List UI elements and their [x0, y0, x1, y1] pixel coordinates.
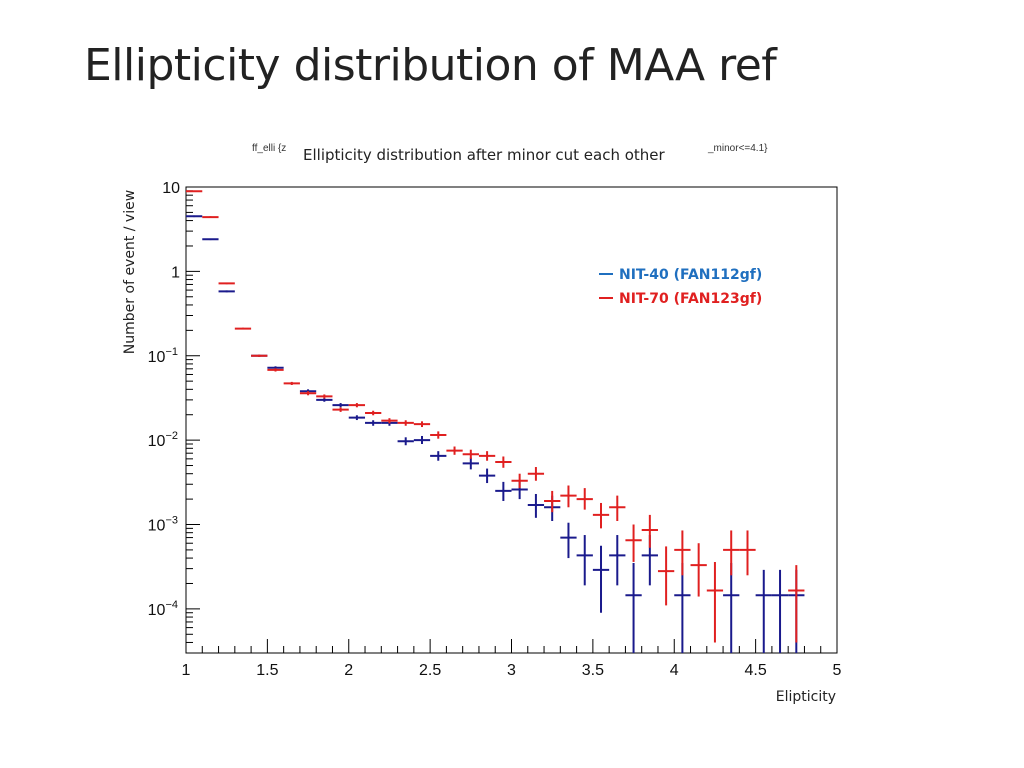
data-point: [527, 467, 545, 481]
data-point: [316, 394, 333, 399]
x-tick-label: 3.5: [582, 662, 604, 679]
data-point: [527, 493, 545, 518]
y-tick-label: 10−3: [148, 515, 178, 535]
data-point: [657, 546, 675, 606]
data-point: [788, 565, 805, 643]
data-point: [332, 407, 349, 412]
data-point: [202, 238, 219, 241]
data-point: [755, 569, 772, 653]
data-point: [771, 569, 789, 653]
x-tick-label: 1: [182, 662, 191, 679]
data-point: [674, 562, 691, 653]
data-point: [316, 398, 333, 402]
data-point: [283, 381, 300, 386]
data-point: [186, 215, 203, 218]
data-point: [202, 216, 219, 219]
data-point: [576, 535, 593, 586]
data-point: [462, 457, 479, 470]
data-point: [381, 418, 398, 424]
data-point: [365, 420, 382, 426]
legend-label-nit70: NIT-70 (FAN123gf): [619, 291, 763, 307]
data-point: [186, 190, 203, 193]
data-point: [609, 535, 626, 586]
data-point: [218, 282, 235, 285]
data-point: [560, 485, 577, 508]
chart-title: Ellipticity distribution after minor cut…: [303, 146, 665, 164]
data-point: [674, 530, 691, 576]
data-point: [592, 545, 610, 613]
data-point: [413, 421, 431, 428]
data-point: [723, 562, 740, 653]
data-point: [495, 481, 512, 501]
data-point: [430, 451, 447, 461]
data-point: [267, 368, 284, 372]
x-tick-label: 4: [670, 662, 679, 679]
data-point: [348, 415, 366, 421]
series-nit40: [186, 215, 805, 653]
x-tick-label: 1.5: [256, 662, 278, 679]
legend-swatch-nit70: [599, 297, 613, 299]
cut-condition-fragment: _minor<=4.1}: [708, 143, 768, 154]
data-point: [739, 530, 756, 576]
data-point: [348, 403, 366, 408]
data-point: [544, 490, 561, 513]
data-point: [706, 561, 724, 643]
x-axis-label: Elipticity: [775, 689, 836, 705]
legend-swatch-nit40: [599, 273, 613, 275]
data-point: [511, 473, 528, 489]
data-point: [446, 446, 463, 455]
data-point: [430, 431, 447, 439]
legend: NIT-40 (FAN112gf) NIT-70 (FAN123gf): [599, 263, 762, 311]
data-point: [332, 403, 349, 408]
legend-entry-nit70: NIT-70 (FAN123gf): [599, 287, 762, 311]
data-point: [609, 495, 626, 522]
x-tick-label: 5: [833, 662, 842, 679]
data-point: [495, 456, 512, 468]
data-point: [478, 451, 496, 461]
data-point: [641, 514, 658, 548]
data-point: [723, 530, 740, 576]
slide-title: Ellipticity distribution of MAA ref: [84, 40, 777, 91]
data-point: [365, 410, 382, 416]
data-point: [299, 391, 317, 396]
y-tick-label: 10−1: [148, 346, 178, 366]
data-point: [234, 327, 252, 330]
x-tick-label: 2.5: [419, 662, 441, 679]
legend-entry-nit40: NIT-40 (FAN112gf): [599, 263, 762, 287]
data-point: [413, 435, 431, 444]
x-tick-label: 2: [344, 662, 353, 679]
data-point: [625, 524, 642, 562]
y-tick-label: 10−4: [148, 599, 178, 619]
data-point: [625, 562, 642, 653]
x-tick-label: 4.5: [745, 662, 767, 679]
data-point: [397, 437, 414, 446]
data-point: [397, 420, 414, 426]
plot-frame: [185, 186, 838, 654]
y-tick-label: 10: [162, 180, 180, 197]
data-point: [218, 290, 235, 293]
data-point: [478, 468, 496, 484]
data-point: [592, 502, 610, 529]
y-tick-label: 1: [171, 264, 180, 281]
x-tick-label: 3: [507, 662, 516, 679]
series-nit70: [186, 190, 805, 643]
y-tick-label: 10−2: [148, 430, 178, 450]
data-point: [576, 488, 593, 510]
y-axis: 10 1 10−1 10−2 10−3 10−4: [148, 180, 200, 654]
histogram-id-fragment: ff_elli {z: [252, 143, 287, 154]
legend-label-nit40: NIT-40 (FAN112gf): [619, 267, 763, 283]
x-axis: 1 1.5 2 2.5 3 3.5 4 4.5 5: [182, 639, 842, 679]
data-point: [462, 449, 479, 459]
data-point: [690, 543, 707, 597]
data-point: [560, 522, 577, 559]
data-point: [251, 354, 268, 357]
